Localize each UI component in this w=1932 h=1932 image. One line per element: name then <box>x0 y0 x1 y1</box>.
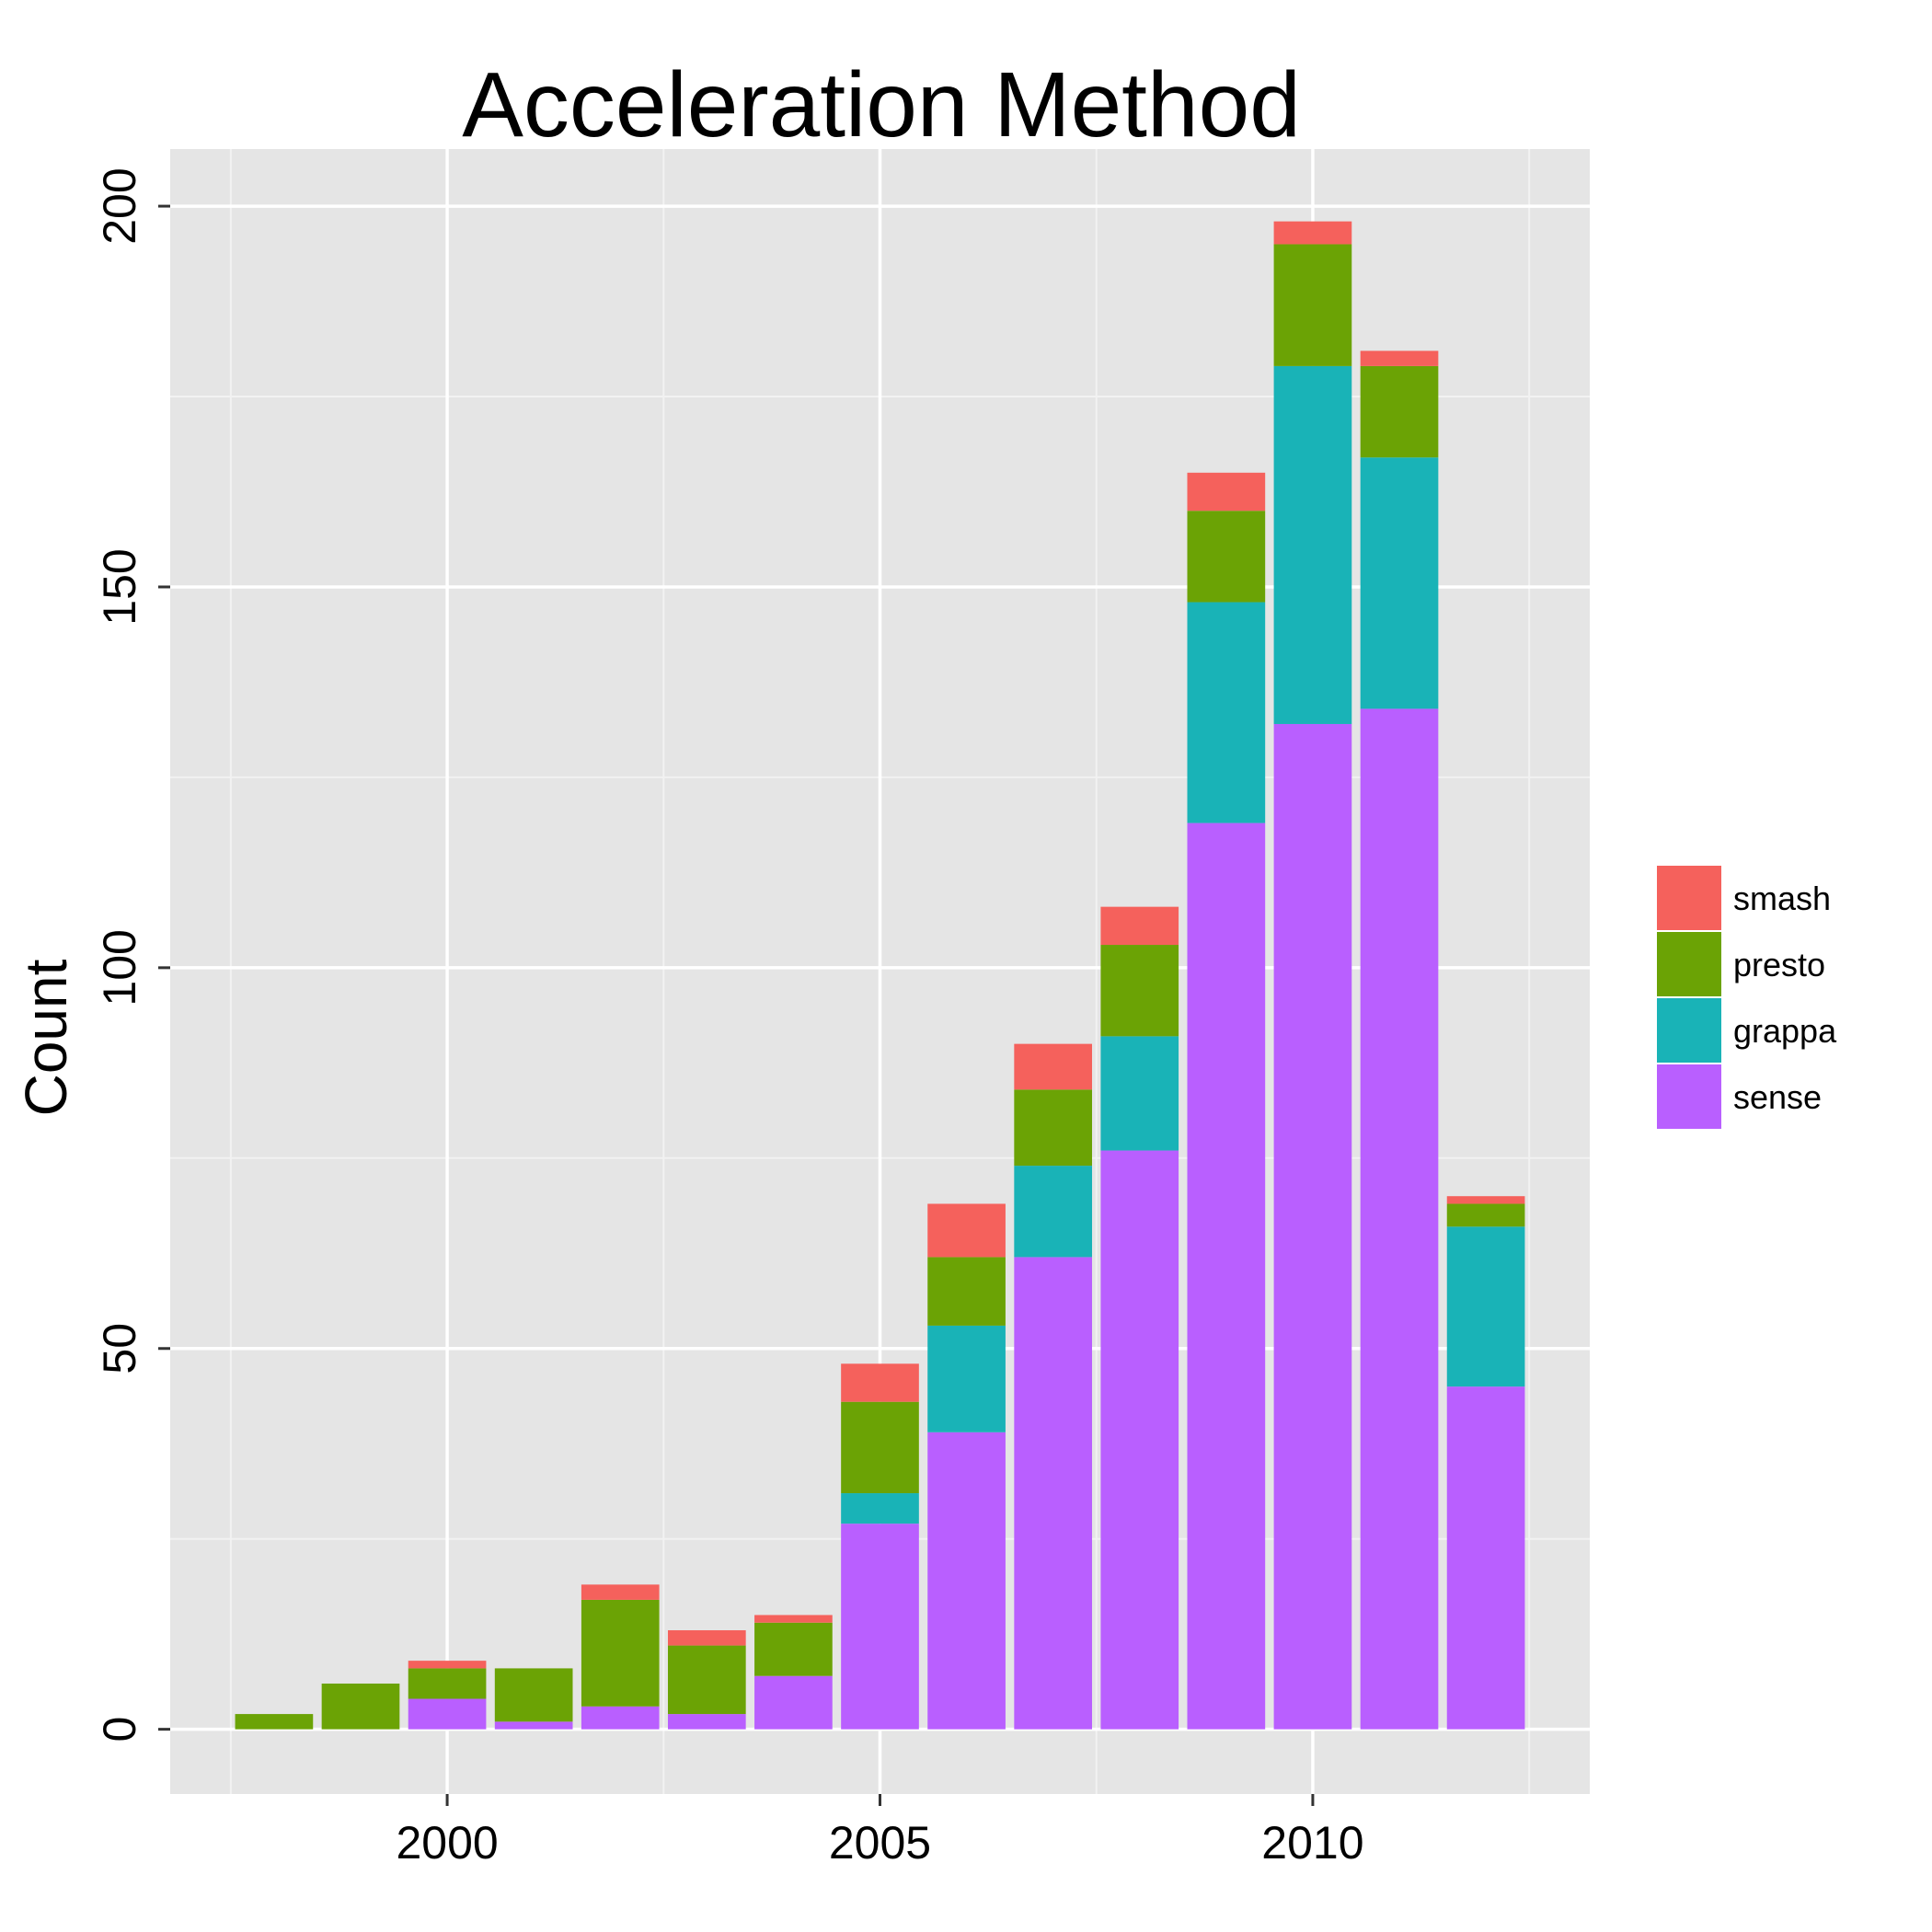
bar-presto-2005 <box>841 1401 919 1494</box>
bar-presto-2007 <box>1014 1089 1093 1167</box>
bar-smash-2005 <box>841 1363 919 1402</box>
bar-smash-2002 <box>581 1584 660 1600</box>
x-tick-label: 2000 <box>396 1817 498 1869</box>
legend-swatch-sense <box>1657 1064 1721 1129</box>
bar-sense-2011 <box>1360 708 1439 1730</box>
bar-grappa-2010 <box>1273 365 1352 724</box>
bar-grappa-2007 <box>1014 1166 1093 1258</box>
bar-sense-2007 <box>1014 1257 1093 1730</box>
bar-grappa-2012 <box>1446 1226 1525 1387</box>
bar-smash-2011 <box>1360 351 1439 366</box>
bar-presto-2000 <box>408 1668 487 1699</box>
bar-sense-2008 <box>1100 1150 1179 1730</box>
chart-title: Acceleration Method <box>462 53 1301 156</box>
bar-sense-2003 <box>667 1714 746 1730</box>
bar-sense-2004 <box>754 1675 833 1730</box>
bar-sense-2012 <box>1446 1386 1525 1730</box>
legend-swatch-grappa <box>1657 998 1721 1063</box>
bar-presto-2009 <box>1187 511 1266 603</box>
bar-smash-2000 <box>408 1661 487 1669</box>
bar-presto-2010 <box>1273 244 1352 366</box>
bar-smash-2006 <box>927 1203 1006 1258</box>
bar-presto-2004 <box>754 1622 833 1676</box>
bar-grappa-2005 <box>841 1493 919 1524</box>
bar-presto-2008 <box>1100 945 1179 1037</box>
bar-grappa-2006 <box>927 1325 1006 1432</box>
bar-presto-1998 <box>235 1714 314 1730</box>
x-tick-label: 2005 <box>829 1817 931 1869</box>
bar-sense-2010 <box>1273 723 1352 1730</box>
bar-smash-2003 <box>667 1630 746 1646</box>
bar-grappa-2008 <box>1100 1036 1179 1151</box>
bar-smash-2007 <box>1014 1043 1093 1090</box>
bar-sense-2005 <box>841 1524 919 1730</box>
legend-label-sense: sense <box>1733 1078 1822 1116</box>
bar-grappa-2011 <box>1360 457 1439 709</box>
bar-presto-2011 <box>1360 365 1439 458</box>
bar-presto-1999 <box>321 1683 400 1730</box>
plot-area: 0 50 100 150 200 2000 2005 2010 <box>94 149 1590 1869</box>
y-axis-title: Count <box>13 959 79 1116</box>
legend-swatch-smash <box>1657 866 1721 930</box>
y-tick-label: 150 <box>94 548 145 625</box>
legend: smash presto grappa sense <box>1655 864 1837 1131</box>
bar-sense-2002 <box>581 1706 660 1730</box>
y-tick-label: 50 <box>94 1323 145 1374</box>
bar-smash-2010 <box>1273 221 1352 245</box>
bar-sense-2001 <box>494 1721 573 1730</box>
legend-label-grappa: grappa <box>1733 1012 1837 1050</box>
bar-smash-2004 <box>754 1615 833 1623</box>
bar-sense-2006 <box>927 1432 1006 1730</box>
bar-presto-2001 <box>494 1668 573 1722</box>
legend-label-smash: smash <box>1733 880 1831 917</box>
y-tick-label: 200 <box>94 167 145 244</box>
bar-sense-2000 <box>408 1698 487 1730</box>
bar-presto-2012 <box>1446 1203 1525 1227</box>
legend-swatch-presto <box>1657 932 1721 996</box>
y-tick-label: 100 <box>94 929 145 1006</box>
bar-sense-2009 <box>1187 822 1266 1730</box>
bar-presto-2003 <box>667 1645 746 1715</box>
bar-smash-2012 <box>1446 1196 1525 1204</box>
bar-smash-2009 <box>1187 472 1266 512</box>
y-tick-label: 0 <box>94 1717 145 1742</box>
bar-presto-2006 <box>927 1257 1006 1326</box>
legend-label-presto: presto <box>1733 946 1825 983</box>
bar-smash-2008 <box>1100 906 1179 946</box>
bar-presto-2002 <box>581 1599 660 1707</box>
bar-grappa-2009 <box>1187 602 1266 823</box>
x-tick-label: 2010 <box>1261 1817 1363 1869</box>
